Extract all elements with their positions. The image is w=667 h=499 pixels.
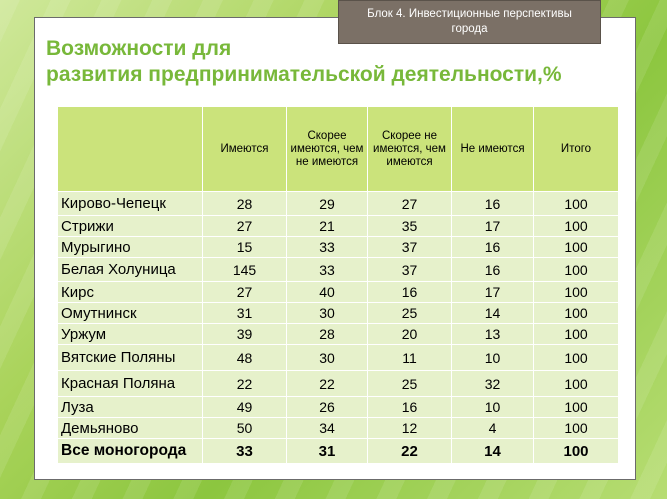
city-name-cell: Красная Поляна — [57, 370, 203, 397]
header-cell-not-have: Не имеются — [451, 106, 534, 192]
value-cell: 33 — [286, 236, 368, 258]
value-cell: 100 — [533, 191, 619, 216]
city-name-cell: Кирово-Чепецк — [57, 191, 203, 216]
value-cell: 100 — [533, 302, 619, 324]
city-name-cell: Омутнинск — [57, 302, 203, 324]
value-cell: 37 — [367, 257, 452, 282]
value-cell: 100 — [533, 257, 619, 282]
value-cell: 100 — [533, 417, 619, 439]
value-cell: 22 — [367, 438, 452, 464]
value-cell: 29 — [286, 191, 368, 216]
value-cell: 100 — [533, 438, 619, 464]
value-cell: 16 — [451, 191, 534, 216]
table-row: Белая Холуница 145 33 37 16 100 — [57, 257, 619, 282]
value-cell: 28 — [286, 323, 368, 345]
slide-title-line2: развития предпринимательской деятельност… — [46, 63, 562, 86]
value-cell: 145 — [202, 257, 287, 282]
table-row: Демьяново 50 34 12 4 100 — [57, 417, 619, 439]
data-table: Имеются Скорее имеются, чем не имеются С… — [57, 106, 619, 464]
header-cell-rather-have: Скорее имеются, чем не имеются — [286, 106, 368, 192]
city-name-cell: Мурыгино — [57, 236, 203, 258]
value-cell: 17 — [451, 215, 534, 237]
city-name-cell: Демьяново — [57, 417, 203, 439]
value-cell: 31 — [202, 302, 287, 324]
header-cell-total: Итого — [533, 106, 619, 192]
value-cell: 100 — [533, 370, 619, 397]
value-cell: 100 — [533, 215, 619, 237]
value-cell: 27 — [202, 215, 287, 237]
value-cell: 30 — [286, 344, 368, 371]
table-row: Красная Поляна 22 22 25 32 100 — [57, 370, 619, 397]
value-cell: 21 — [286, 215, 368, 237]
city-name-cell: Уржум — [57, 323, 203, 345]
header-cell-city — [57, 106, 203, 192]
table-row: Уржум 39 28 20 13 100 — [57, 323, 619, 345]
value-cell: 10 — [451, 344, 534, 371]
value-cell: 50 — [202, 417, 287, 439]
header-cell-have: Имеются — [202, 106, 287, 192]
city-name-cell: Вятские Поляны — [57, 344, 203, 371]
value-cell: 48 — [202, 344, 287, 371]
value-cell: 31 — [286, 438, 368, 464]
value-cell: 28 — [202, 191, 287, 216]
value-cell: 17 — [451, 281, 534, 303]
value-cell: 40 — [286, 281, 368, 303]
table-row: Луза 49 26 16 10 100 — [57, 396, 619, 418]
slide-title-line1: Возможности для — [46, 37, 232, 60]
value-cell: 22 — [286, 370, 368, 397]
table-total-row: Все моногорода 33 31 22 14 100 — [57, 438, 619, 464]
value-cell: 10 — [451, 396, 534, 418]
value-cell: 4 — [451, 417, 534, 439]
block-badge: Блок 4. Инвестиционные перспективы город… — [338, 0, 601, 44]
value-cell: 35 — [367, 215, 452, 237]
value-cell: 13 — [451, 323, 534, 345]
value-cell: 49 — [202, 396, 287, 418]
table-row: Кирово-Чепецк 28 29 27 16 100 — [57, 191, 619, 216]
value-cell: 14 — [451, 438, 534, 464]
value-cell: 100 — [533, 396, 619, 418]
value-cell: 16 — [451, 257, 534, 282]
block-badge-label: Блок 4. Инвестиционные перспективы город… — [367, 8, 572, 35]
city-name-cell: Белая Холуница — [57, 257, 203, 282]
value-cell: 39 — [202, 323, 287, 345]
header-cell-rather-not: Скорее не имеются, чем имеются — [367, 106, 452, 192]
value-cell: 11 — [367, 344, 452, 371]
value-cell: 34 — [286, 417, 368, 439]
city-name-cell: Стрижи — [57, 215, 203, 237]
table-row: Стрижи 27 21 35 17 100 — [57, 215, 619, 237]
value-cell: 33 — [202, 438, 287, 464]
value-cell: 16 — [367, 396, 452, 418]
value-cell: 25 — [367, 302, 452, 324]
value-cell: 22 — [202, 370, 287, 397]
table-row: Вятские Поляны 48 30 11 10 100 — [57, 344, 619, 371]
value-cell: 27 — [202, 281, 287, 303]
value-cell: 100 — [533, 281, 619, 303]
value-cell: 16 — [367, 281, 452, 303]
value-cell: 16 — [451, 236, 534, 258]
slide-title: Возможности для развития предприниматель… — [46, 36, 606, 88]
table-row: Мурыгино 15 33 37 16 100 — [57, 236, 619, 258]
city-name-cell: Луза — [57, 396, 203, 418]
value-cell: 32 — [451, 370, 534, 397]
value-cell: 100 — [533, 344, 619, 371]
value-cell: 26 — [286, 396, 368, 418]
value-cell: 100 — [533, 236, 619, 258]
value-cell: 14 — [451, 302, 534, 324]
table-row: Омутнинск 31 30 25 14 100 — [57, 302, 619, 324]
value-cell: 12 — [367, 417, 452, 439]
value-cell: 27 — [367, 191, 452, 216]
value-cell: 20 — [367, 323, 452, 345]
table-row: Кирс 27 40 16 17 100 — [57, 281, 619, 303]
table-header-row: Имеются Скорее имеются, чем не имеются С… — [57, 106, 619, 192]
value-cell: 25 — [367, 370, 452, 397]
value-cell: 37 — [367, 236, 452, 258]
city-name-cell: Кирс — [57, 281, 203, 303]
value-cell: 33 — [286, 257, 368, 282]
value-cell: 100 — [533, 323, 619, 345]
city-name-cell: Все моногорода — [57, 438, 203, 464]
value-cell: 15 — [202, 236, 287, 258]
value-cell: 30 — [286, 302, 368, 324]
